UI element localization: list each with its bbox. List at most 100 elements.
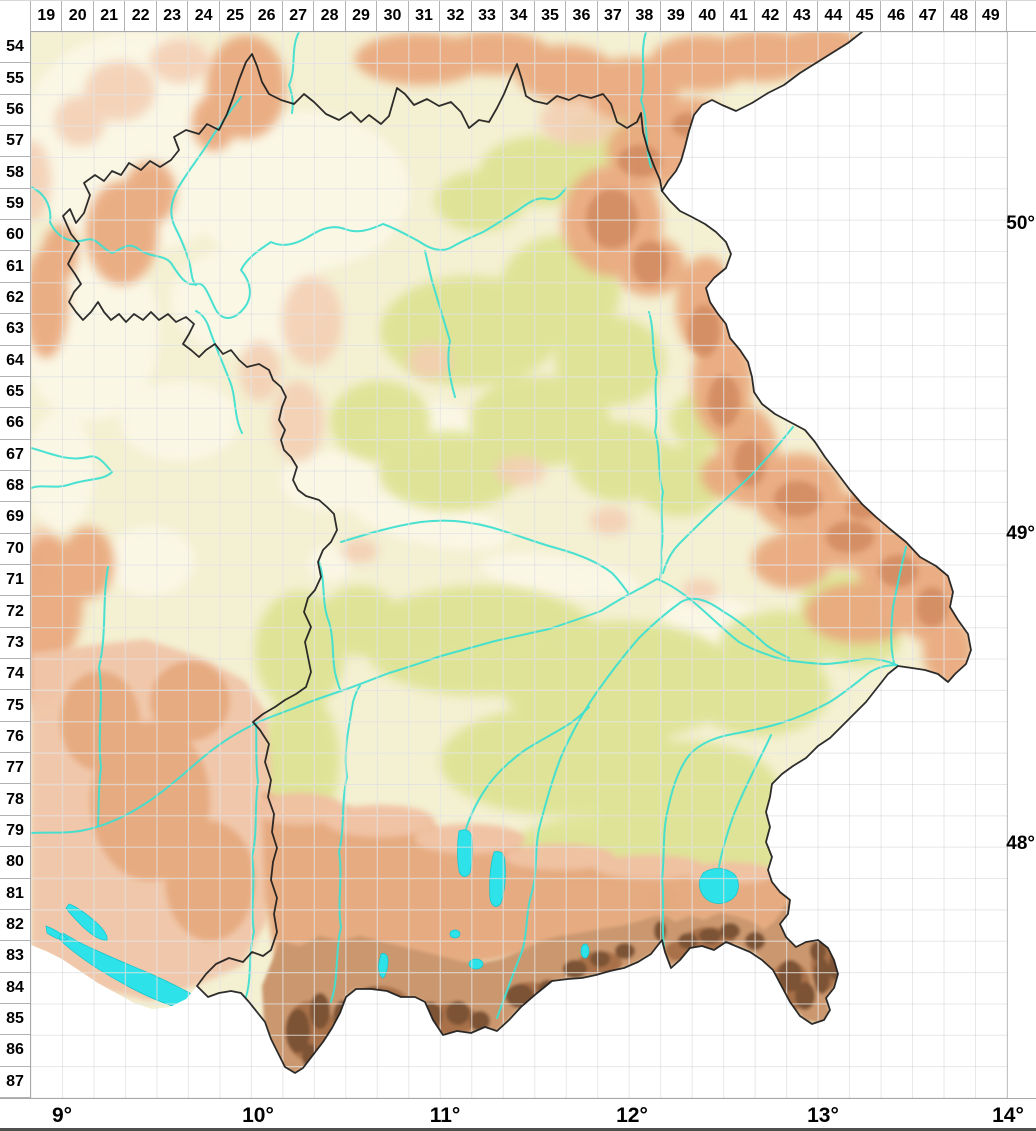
row-header-67: 67 bbox=[0, 439, 30, 471]
row-header-76: 76 bbox=[0, 721, 30, 754]
column-header-37: 37 bbox=[597, 1, 630, 31]
forest-ridge-cores bbox=[586, 113, 948, 627]
g-slight-blob bbox=[150, 39, 210, 83]
column-header-30: 30 bbox=[377, 1, 409, 31]
g-alps-blob bbox=[778, 960, 802, 992]
bavaria-border-line bbox=[62, 53, 972, 1074]
row-header-84: 84 bbox=[0, 972, 30, 1004]
g-alps-blob bbox=[814, 958, 830, 994]
row-header-73: 73 bbox=[0, 627, 30, 660]
longitude-label-9°: 9° bbox=[51, 1103, 73, 1127]
g-ridge-blob bbox=[618, 145, 662, 177]
row-header-70: 70 bbox=[0, 533, 30, 565]
column-header-41: 41 bbox=[723, 1, 756, 31]
g-salmon-blob bbox=[62, 527, 114, 599]
column-header-47: 47 bbox=[912, 1, 945, 31]
river-inn bbox=[661, 664, 898, 948]
column-header-31: 31 bbox=[408, 1, 441, 31]
row-header-66: 66 bbox=[0, 408, 30, 440]
lake-ammersee bbox=[457, 829, 473, 877]
longitude-labels-band: 9° 10° 11° 12° 13° 14° bbox=[0, 1098, 1036, 1131]
river-alz bbox=[718, 734, 772, 868]
g-ridge-blob bbox=[878, 555, 918, 587]
g-ridge-blob bbox=[688, 305, 720, 357]
column-header-24: 24 bbox=[188, 1, 220, 31]
g-slight-blob bbox=[31, 141, 51, 221]
column-header-26: 26 bbox=[251, 1, 283, 31]
row-header-86: 86 bbox=[0, 1035, 30, 1067]
g-slight-blob bbox=[85, 61, 155, 121]
row-header-60: 60 bbox=[0, 220, 30, 252]
g-green-blob bbox=[435, 171, 525, 231]
g-slight-blob bbox=[342, 539, 378, 563]
column-header-43: 43 bbox=[786, 1, 819, 31]
g-alps-blob bbox=[470, 1011, 490, 1031]
column-header-35: 35 bbox=[534, 1, 567, 31]
row-header-63: 63 bbox=[0, 314, 30, 346]
row-header-62: 62 bbox=[0, 282, 30, 315]
g-foot-blob bbox=[505, 844, 615, 870]
g-slight-blob bbox=[408, 343, 452, 379]
river-woernitz bbox=[318, 561, 342, 692]
lake-chiemsee bbox=[699, 868, 739, 904]
g-alps-blob bbox=[286, 1009, 310, 1053]
latitude-labels-band: 50° 49° 48° bbox=[1006, 32, 1036, 1098]
g-ridge-blob bbox=[774, 481, 822, 517]
g-alps-blob bbox=[699, 928, 721, 944]
row-header-band: 54 55 56 57 58 59 60 61 62 63 64 65 66 67 68 69 70 71 72 73… bbox=[0, 32, 31, 1098]
river-jagst bbox=[31, 447, 113, 489]
column-header-19: 19 bbox=[31, 1, 63, 31]
row-header-55: 55 bbox=[0, 63, 30, 95]
g-green-blob bbox=[470, 376, 610, 466]
column-header-21: 21 bbox=[93, 1, 126, 31]
g-ridge-blob bbox=[734, 439, 766, 487]
latitude-label-49°: 49° bbox=[1006, 523, 1035, 544]
column-header-42: 42 bbox=[755, 1, 787, 31]
g-slight-blob bbox=[55, 96, 105, 146]
row-header-58: 58 bbox=[0, 157, 30, 189]
river-danube bbox=[31, 578, 898, 834]
g-pale-blob bbox=[105, 526, 195, 596]
river-tauber bbox=[195, 310, 243, 434]
column-header-28: 28 bbox=[314, 1, 346, 31]
row-header-71: 71 bbox=[0, 565, 30, 597]
g-alps-blob bbox=[446, 1001, 470, 1025]
column-header-33: 33 bbox=[471, 1, 504, 31]
longitude-label-13°: 13° bbox=[807, 1103, 839, 1127]
g-salmon-blob bbox=[192, 95, 236, 151]
river-brenz bbox=[97, 566, 109, 826]
g-alps-blob bbox=[590, 951, 610, 967]
row-header-65: 65 bbox=[0, 376, 30, 409]
rivers bbox=[31, 32, 907, 1019]
g-ridge-blob bbox=[632, 241, 668, 285]
map-outer-border bbox=[0, 1128, 1036, 1131]
column-header-22: 22 bbox=[125, 1, 157, 31]
g-slight-blob bbox=[682, 579, 718, 603]
longitude-label-12°: 12° bbox=[616, 1103, 648, 1127]
row-header-59: 59 bbox=[0, 188, 30, 221]
g-pale-blob bbox=[120, 381, 240, 461]
column-header-29: 29 bbox=[345, 1, 378, 31]
row-header-79: 79 bbox=[0, 815, 30, 848]
grid-corner-cell bbox=[0, 1, 31, 32]
g-salmon-blob bbox=[752, 533, 832, 589]
column-header-band: 19 20 21 22 23 24 25 26 27 28 29 30 31 32 33 34 35 36 37 38… bbox=[0, 1, 1036, 32]
row-header-54: 54 bbox=[0, 32, 30, 64]
row-header-69: 69 bbox=[0, 502, 30, 534]
longitude-label-10°: 10° bbox=[242, 1103, 274, 1127]
g-alps-blob bbox=[563, 960, 587, 978]
g-slight-blob bbox=[240, 341, 280, 401]
column-header-36: 36 bbox=[566, 1, 598, 31]
latitude-label-48°: 48° bbox=[1006, 833, 1035, 854]
g-green-blob bbox=[635, 446, 725, 516]
column-header-34: 34 bbox=[503, 1, 535, 31]
g-foot-blob bbox=[255, 793, 345, 825]
column-header-39: 39 bbox=[660, 1, 693, 31]
row-header-87: 87 bbox=[0, 1066, 30, 1098]
row-header-64: 64 bbox=[0, 345, 30, 377]
row-header-78: 78 bbox=[0, 784, 30, 816]
column-header-38: 38 bbox=[629, 1, 661, 31]
g-ridge-blob bbox=[916, 587, 948, 627]
lowland-green-patches bbox=[255, 111, 900, 951]
row-header-56: 56 bbox=[0, 94, 30, 127]
